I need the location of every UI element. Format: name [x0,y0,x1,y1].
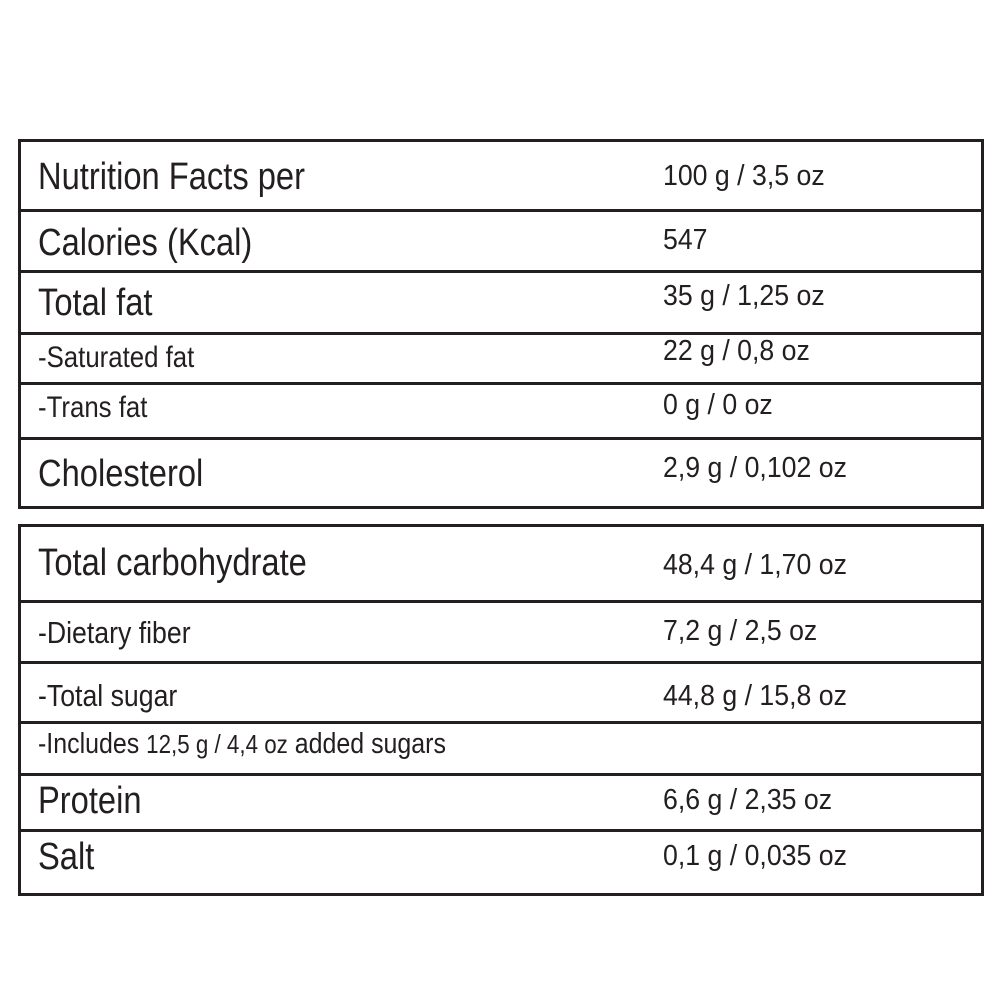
row-label: -Total sugar [38,678,178,713]
nutrition-facts-panel-bottom: Total carbohydrate 48,4 g / 1,70 oz -Die… [18,524,984,896]
row-value: 0,1 g / 0,035 oz [663,840,847,872]
added-sugars-row: -Includes 12,5 g / 4,4 oz added sugars [21,724,981,776]
calories-row: Calories (Kcal) 547 [21,212,981,273]
cholesterol-row: Cholesterol 2,9 g / 0,102 oz [21,440,981,506]
row-label: -Includes 12,5 g / 4,4 oz added sugars [38,728,446,761]
row-label: Total carbohydrate [38,542,307,584]
row-label: Calories (Kcal) [38,222,253,264]
nutrition-facts-header-row: Nutrition Facts per 100 g / 3,5 oz [21,142,981,212]
row-value: 100 g / 3,5 oz [663,160,825,192]
row-label: -Dietary fiber [38,615,191,650]
row-value: 44,8 g / 15,8 oz [663,680,847,712]
row-value: 6,6 g / 2,35 oz [663,784,833,816]
added-sugars-prefix: -Includes [38,728,140,760]
added-sugars-amount: 12,5 g / 4,4 oz [146,729,288,759]
row-value: 35 g / 1,25 oz [663,280,825,312]
row-value: 2,9 g / 0,102 oz [663,452,847,484]
salt-row: Salt 0,1 g / 0,035 oz [21,832,981,893]
row-label: Nutrition Facts per [38,156,305,198]
row-label: Salt [38,836,95,878]
row-value: 7,2 g / 2,5 oz [663,615,818,647]
saturated-fat-row: -Saturated fat 22 g / 0,8 oz [21,335,981,385]
trans-fat-row: -Trans fat 0 g / 0 oz [21,385,981,440]
row-label: -Trans fat [38,391,148,424]
row-value: 48,4 g / 1,70 oz [663,549,847,581]
row-label: Total fat [38,282,153,324]
nutrition-facts-panel-top: Nutrition Facts per 100 g / 3,5 oz Calor… [18,139,984,509]
dietary-fiber-row: -Dietary fiber 7,2 g / 2,5 oz [21,603,981,664]
row-value: 22 g / 0,8 oz [663,335,810,367]
row-value: 0 g / 0 oz [663,389,773,421]
total-sugar-row: -Total sugar 44,8 g / 15,8 oz [21,664,981,724]
row-label: Protein [38,780,142,822]
total-fat-row: Total fat 35 g / 1,25 oz [21,273,981,335]
row-value: 547 [663,224,708,256]
added-sugars-suffix: added sugars [294,728,446,760]
protein-row: Protein 6,6 g / 2,35 oz [21,776,981,832]
row-label: -Saturated fat [38,341,195,374]
total-carbohydrate-row: Total carbohydrate 48,4 g / 1,70 oz [21,527,981,603]
row-label: Cholesterol [38,453,204,495]
